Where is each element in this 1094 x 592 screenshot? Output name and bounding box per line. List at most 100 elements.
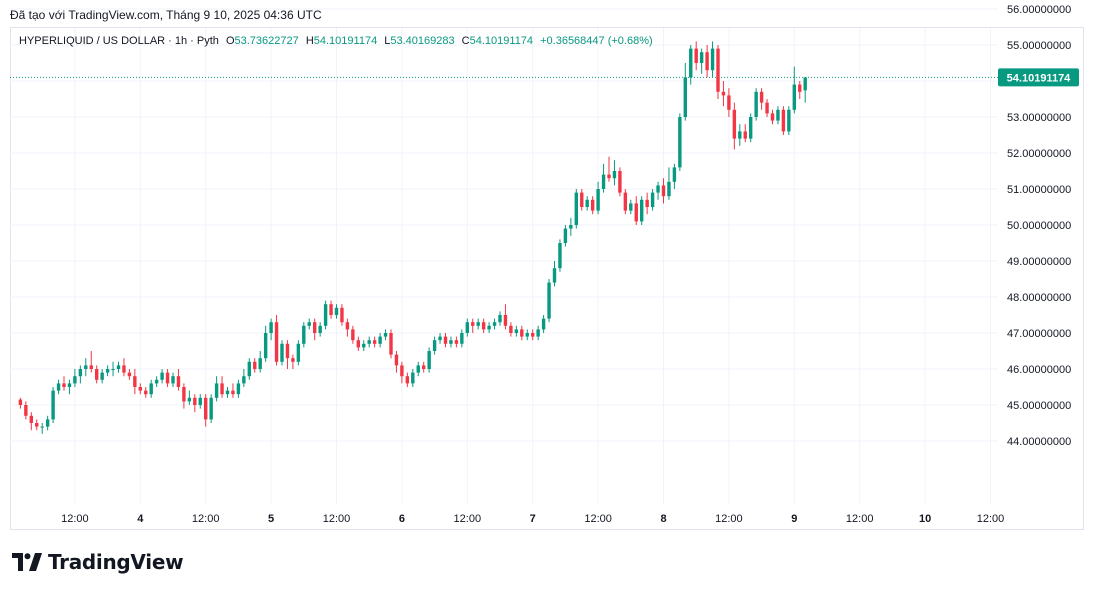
- candle-body[interactable]: [400, 365, 404, 377]
- candle-body[interactable]: [727, 95, 731, 110]
- candle-body[interactable]: [754, 91, 758, 117]
- candle-body[interactable]: [650, 192, 655, 207]
- candle-body[interactable]: [716, 48, 720, 92]
- candle-body[interactable]: [781, 109, 786, 132]
- candle-body[interactable]: [329, 304, 333, 315]
- candle-body[interactable]: [35, 423, 39, 427]
- candle-body[interactable]: [672, 167, 677, 182]
- candle-body[interactable]: [803, 77, 807, 91]
- candle-body[interactable]: [138, 387, 142, 391]
- candle-body[interactable]: [678, 117, 682, 168]
- candle-body[interactable]: [661, 185, 666, 197]
- candle-body[interactable]: [738, 131, 742, 139]
- candle-body[interactable]: [460, 333, 464, 344]
- candle-body[interactable]: [214, 383, 219, 398]
- candle-body[interactable]: [645, 199, 649, 207]
- candle-body[interactable]: [580, 192, 584, 207]
- candle-body[interactable]: [111, 369, 115, 370]
- candle-body[interactable]: [416, 365, 420, 373]
- candle-body[interactable]: [525, 333, 529, 337]
- candle-body[interactable]: [471, 322, 475, 326]
- candle-body[interactable]: [699, 52, 704, 63]
- candle-body[interactable]: [171, 376, 175, 384]
- candle-body[interactable]: [503, 315, 508, 326]
- candle-body[interactable]: [694, 48, 698, 63]
- candle-body[interactable]: [253, 361, 257, 369]
- candle-body[interactable]: [193, 397, 197, 405]
- candle-body[interactable]: [547, 282, 551, 319]
- candle-body[interactable]: [307, 322, 311, 326]
- candle-body[interactable]: [629, 203, 633, 211]
- candle-body[interactable]: [465, 322, 469, 333]
- candle-body[interactable]: [656, 185, 660, 193]
- candle-body[interactable]: [481, 322, 486, 330]
- candle-body[interactable]: [689, 48, 693, 78]
- candle-body[interactable]: [29, 415, 33, 423]
- candle-body[interactable]: [122, 365, 126, 373]
- candle-body[interactable]: [340, 307, 344, 323]
- candle-body[interactable]: [787, 109, 791, 132]
- candle-body[interactable]: [24, 405, 28, 416]
- candle-body[interactable]: [176, 376, 181, 387]
- candle-body[interactable]: [182, 387, 186, 402]
- candle-body[interactable]: [612, 171, 617, 179]
- candle-body[interactable]: [634, 203, 638, 222]
- candle-body[interactable]: [362, 343, 366, 348]
- candle-body[interactable]: [247, 361, 251, 377]
- candle-body[interactable]: [302, 325, 306, 344]
- candle-body[interactable]: [443, 336, 448, 344]
- candle-body[interactable]: [51, 390, 55, 420]
- candle-body[interactable]: [492, 322, 497, 326]
- candle-body[interactable]: [40, 426, 44, 428]
- candle-body[interactable]: [792, 84, 796, 110]
- candle-body[interactable]: [427, 351, 431, 369]
- candle-body[interactable]: [558, 243, 562, 269]
- candle-body[interactable]: [372, 340, 377, 344]
- candle-body[interactable]: [776, 109, 780, 121]
- candle-body[interactable]: [242, 376, 246, 384]
- candle-body[interactable]: [269, 322, 273, 333]
- candle-body[interactable]: [798, 84, 802, 92]
- candle-body[interactable]: [585, 199, 589, 207]
- candle-body[interactable]: [569, 225, 573, 229]
- candle-body[interactable]: [367, 340, 371, 344]
- candle-body[interactable]: [449, 340, 453, 344]
- candle-body[interactable]: [487, 325, 491, 330]
- candle-body[interactable]: [198, 397, 202, 405]
- candle-body[interactable]: [509, 325, 513, 333]
- candle-body[interactable]: [721, 91, 726, 96]
- candle-body[interactable]: [405, 376, 410, 384]
- candle-body[interactable]: [411, 372, 415, 384]
- candle-body[interactable]: [62, 383, 66, 387]
- candle-body[interactable]: [520, 329, 524, 337]
- candle-body[interactable]: [78, 369, 83, 377]
- tradingview-logo[interactable]: TradingView: [12, 550, 184, 574]
- candle-body[interactable]: [765, 102, 769, 114]
- candle-body[interactable]: [531, 333, 535, 337]
- candle-body[interactable]: [640, 199, 644, 222]
- candle-body[interactable]: [165, 372, 170, 384]
- candle-body[interactable]: [285, 343, 290, 359]
- candle-body[interactable]: [89, 365, 93, 369]
- candle-body[interactable]: [394, 354, 399, 366]
- candle-body[interactable]: [318, 325, 322, 333]
- candle-body[interactable]: [743, 131, 747, 139]
- price-chart[interactable]: 56.0000000055.0000000054.0000000053.0000…: [0, 0, 1094, 545]
- candle-body[interactable]: [133, 376, 137, 387]
- candle-body[interactable]: [541, 318, 546, 330]
- candle-body[interactable]: [732, 109, 737, 139]
- candle-body[interactable]: [291, 358, 295, 362]
- candle-body[interactable]: [334, 307, 339, 315]
- candle-body[interactable]: [204, 397, 208, 420]
- candle-body[interactable]: [710, 48, 715, 71]
- candle-body[interactable]: [351, 329, 355, 341]
- candle-body[interactable]: [345, 322, 350, 330]
- candle-body[interactable]: [422, 365, 426, 369]
- candle-body[interactable]: [100, 372, 104, 380]
- candle-body[interactable]: [667, 181, 671, 197]
- candle-body[interactable]: [514, 329, 519, 333]
- candle-body[interactable]: [105, 369, 110, 373]
- candle-body[interactable]: [618, 171, 622, 193]
- candle-body[interactable]: [601, 174, 606, 189]
- candle-body[interactable]: [536, 329, 540, 337]
